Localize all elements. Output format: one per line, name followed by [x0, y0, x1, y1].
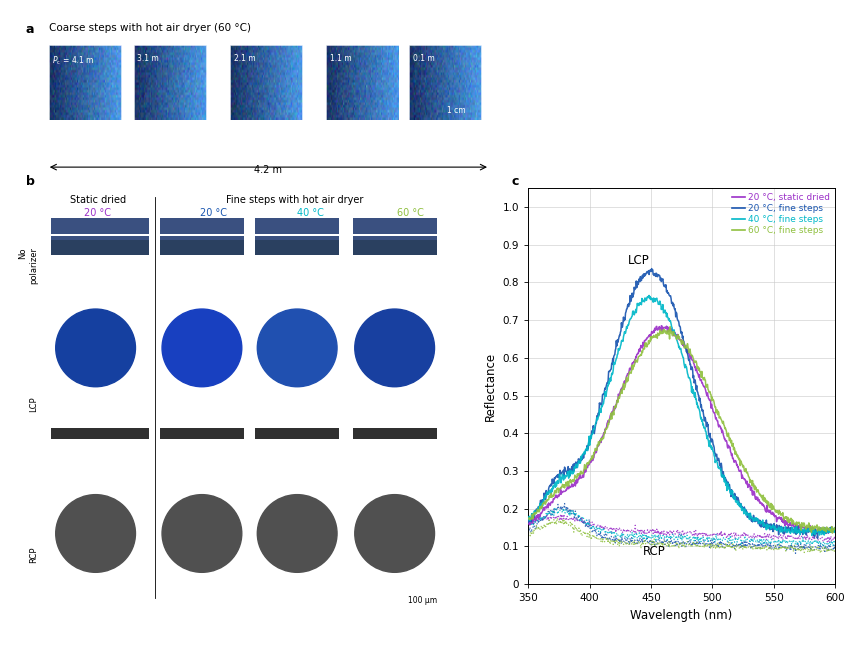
FancyBboxPatch shape: [255, 240, 339, 255]
FancyBboxPatch shape: [51, 219, 149, 234]
Circle shape: [55, 309, 135, 387]
X-axis label: Wavelength (nm): Wavelength (nm): [630, 609, 733, 622]
Text: RCP: RCP: [29, 547, 38, 563]
Circle shape: [55, 495, 135, 572]
Text: Coarse steps with hot air dryer (60 °C): Coarse steps with hot air dryer (60 °C): [49, 23, 250, 32]
Circle shape: [354, 495, 435, 572]
Text: 100 μm: 100 μm: [407, 596, 437, 605]
Text: 1 cm: 1 cm: [418, 486, 437, 495]
Text: RCP: RCP: [643, 545, 666, 557]
Text: a: a: [26, 23, 34, 36]
Text: 1 cm: 1 cm: [447, 106, 466, 115]
Text: 20 °C: 20 °C: [199, 208, 227, 217]
Text: 2.1 m: 2.1 m: [233, 55, 256, 64]
Circle shape: [162, 309, 242, 387]
Text: 20 °C: 20 °C: [84, 208, 112, 217]
Text: Fine steps with hot air dryer: Fine steps with hot air dryer: [227, 195, 364, 204]
Text: 0.1 m: 0.1 m: [412, 55, 435, 64]
Text: $P_{\rm c}$ = 4.1 m: $P_{\rm c}$ = 4.1 m: [52, 55, 95, 67]
FancyBboxPatch shape: [160, 240, 244, 255]
Circle shape: [257, 309, 337, 387]
FancyBboxPatch shape: [160, 236, 244, 251]
Text: c: c: [511, 175, 519, 188]
Text: Static dried: Static dried: [70, 195, 126, 204]
Y-axis label: Reflectance: Reflectance: [484, 352, 498, 421]
FancyBboxPatch shape: [160, 428, 244, 439]
Text: 4.2 m: 4.2 m: [255, 165, 282, 175]
Legend: 20 °C, static dried, 20 °C, fine steps, 40 °C, fine steps, 60 °C, fine steps: 20 °C, static dried, 20 °C, fine steps, …: [728, 189, 834, 239]
FancyBboxPatch shape: [255, 219, 339, 234]
FancyBboxPatch shape: [353, 240, 437, 255]
FancyBboxPatch shape: [51, 236, 149, 251]
Text: LCP: LCP: [628, 254, 649, 267]
FancyBboxPatch shape: [255, 236, 339, 251]
Text: 40 °C: 40 °C: [297, 208, 324, 217]
FancyBboxPatch shape: [255, 428, 339, 439]
Text: LCP: LCP: [29, 396, 38, 412]
FancyBboxPatch shape: [353, 236, 437, 251]
FancyBboxPatch shape: [51, 428, 149, 439]
FancyBboxPatch shape: [160, 219, 244, 234]
Circle shape: [162, 495, 242, 572]
FancyBboxPatch shape: [353, 428, 437, 439]
Text: No
polarizer: No polarizer: [19, 247, 38, 284]
Text: b: b: [26, 175, 34, 188]
Text: 60 °C: 60 °C: [397, 208, 423, 217]
FancyBboxPatch shape: [51, 240, 149, 255]
Text: 1.1 m: 1.1 m: [330, 55, 352, 64]
Circle shape: [354, 309, 435, 387]
FancyBboxPatch shape: [353, 219, 437, 234]
Circle shape: [257, 495, 337, 572]
Text: 3.1 m: 3.1 m: [137, 55, 159, 64]
